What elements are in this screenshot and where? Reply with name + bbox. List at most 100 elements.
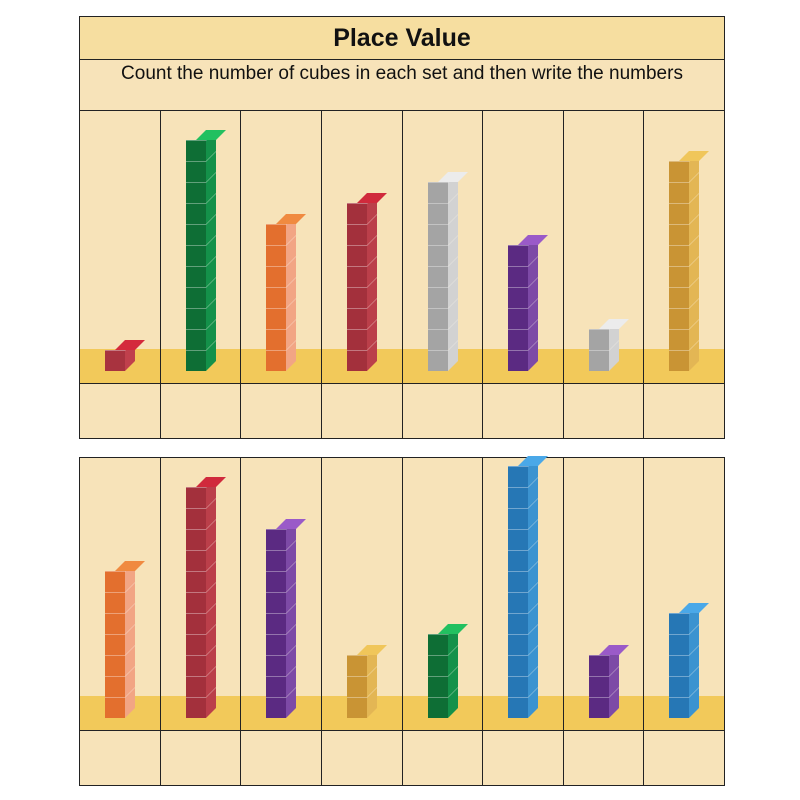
cube xyxy=(185,676,206,697)
cube xyxy=(105,350,125,371)
cube xyxy=(508,266,529,287)
cube-set-cell xyxy=(563,458,645,785)
answer-box[interactable] xyxy=(483,730,563,785)
cube xyxy=(185,350,206,371)
cube xyxy=(346,350,367,371)
cube xyxy=(105,634,125,655)
cube-top xyxy=(437,172,468,182)
cube xyxy=(427,287,448,308)
cube xyxy=(588,676,609,697)
cube xyxy=(185,655,206,676)
cube xyxy=(508,697,529,718)
cube xyxy=(266,529,287,550)
answer-box[interactable] xyxy=(321,730,402,785)
cube-set-cell xyxy=(563,111,645,438)
cube-set-cell xyxy=(160,111,242,438)
cube-set-cell xyxy=(241,458,322,785)
cube xyxy=(185,697,206,718)
answer-box[interactable] xyxy=(160,383,241,438)
cube xyxy=(508,287,529,308)
cube xyxy=(185,550,206,571)
cube xyxy=(588,329,609,350)
answer-box[interactable] xyxy=(241,730,321,785)
cube xyxy=(427,245,448,266)
cube xyxy=(266,592,287,613)
cube xyxy=(508,329,529,350)
answer-box[interactable] xyxy=(644,730,724,785)
answer-box[interactable] xyxy=(563,730,644,785)
cube xyxy=(508,571,529,592)
answer-box[interactable] xyxy=(321,383,402,438)
cube xyxy=(185,508,206,529)
cube-set-cell xyxy=(241,111,322,438)
cube xyxy=(346,655,367,676)
cube xyxy=(266,655,287,676)
cube-set-cell xyxy=(160,458,242,785)
cube xyxy=(427,329,448,350)
cube xyxy=(105,655,125,676)
cube xyxy=(346,224,367,245)
cube xyxy=(427,182,448,203)
cube-top xyxy=(598,645,629,655)
cube-row-1 xyxy=(79,110,725,439)
cube xyxy=(508,655,529,676)
cube xyxy=(508,592,529,613)
cube xyxy=(669,329,690,350)
answer-box[interactable] xyxy=(402,383,483,438)
cube xyxy=(669,350,690,371)
answer-box[interactable] xyxy=(241,383,321,438)
cube xyxy=(266,308,287,329)
cube xyxy=(588,655,609,676)
cube xyxy=(105,571,125,592)
cube xyxy=(185,487,206,508)
cube xyxy=(508,634,529,655)
cube xyxy=(185,571,206,592)
cube xyxy=(508,245,529,266)
cube xyxy=(427,266,448,287)
cube xyxy=(669,697,690,718)
cube xyxy=(266,697,287,718)
cube-top xyxy=(356,193,387,203)
worksheet-header: Place Value Count the number of cubes in… xyxy=(79,16,725,113)
cube xyxy=(508,676,529,697)
answer-box[interactable] xyxy=(402,730,483,785)
cube xyxy=(105,613,125,634)
cube xyxy=(669,161,690,182)
cube xyxy=(185,634,206,655)
cube xyxy=(185,613,206,634)
cube xyxy=(185,182,206,203)
cube xyxy=(266,329,287,350)
answer-box[interactable] xyxy=(563,383,644,438)
cube-top xyxy=(518,456,549,466)
cube-top xyxy=(115,561,145,571)
cube xyxy=(346,697,367,718)
cube-top xyxy=(679,603,710,613)
cube xyxy=(266,634,287,655)
cube-set-cell xyxy=(321,458,403,785)
cube xyxy=(346,308,367,329)
cube xyxy=(185,287,206,308)
answer-box[interactable] xyxy=(483,383,563,438)
cube xyxy=(185,203,206,224)
answer-box[interactable] xyxy=(80,383,160,438)
cube xyxy=(508,550,529,571)
cube xyxy=(427,350,448,371)
answer-box[interactable] xyxy=(644,383,724,438)
cube-top xyxy=(437,624,468,634)
cube xyxy=(266,224,287,245)
cube xyxy=(669,655,690,676)
cube xyxy=(266,571,287,592)
cube-set-cell xyxy=(644,458,724,785)
cube xyxy=(669,224,690,245)
answer-box[interactable] xyxy=(160,730,241,785)
cube-row-2 xyxy=(79,456,725,786)
cube xyxy=(266,287,287,308)
cube xyxy=(185,329,206,350)
cube xyxy=(669,203,690,224)
cube-top xyxy=(276,214,307,224)
cube xyxy=(266,676,287,697)
cube xyxy=(266,350,287,371)
cube xyxy=(669,245,690,266)
answer-box[interactable] xyxy=(80,730,160,785)
cube xyxy=(669,634,690,655)
